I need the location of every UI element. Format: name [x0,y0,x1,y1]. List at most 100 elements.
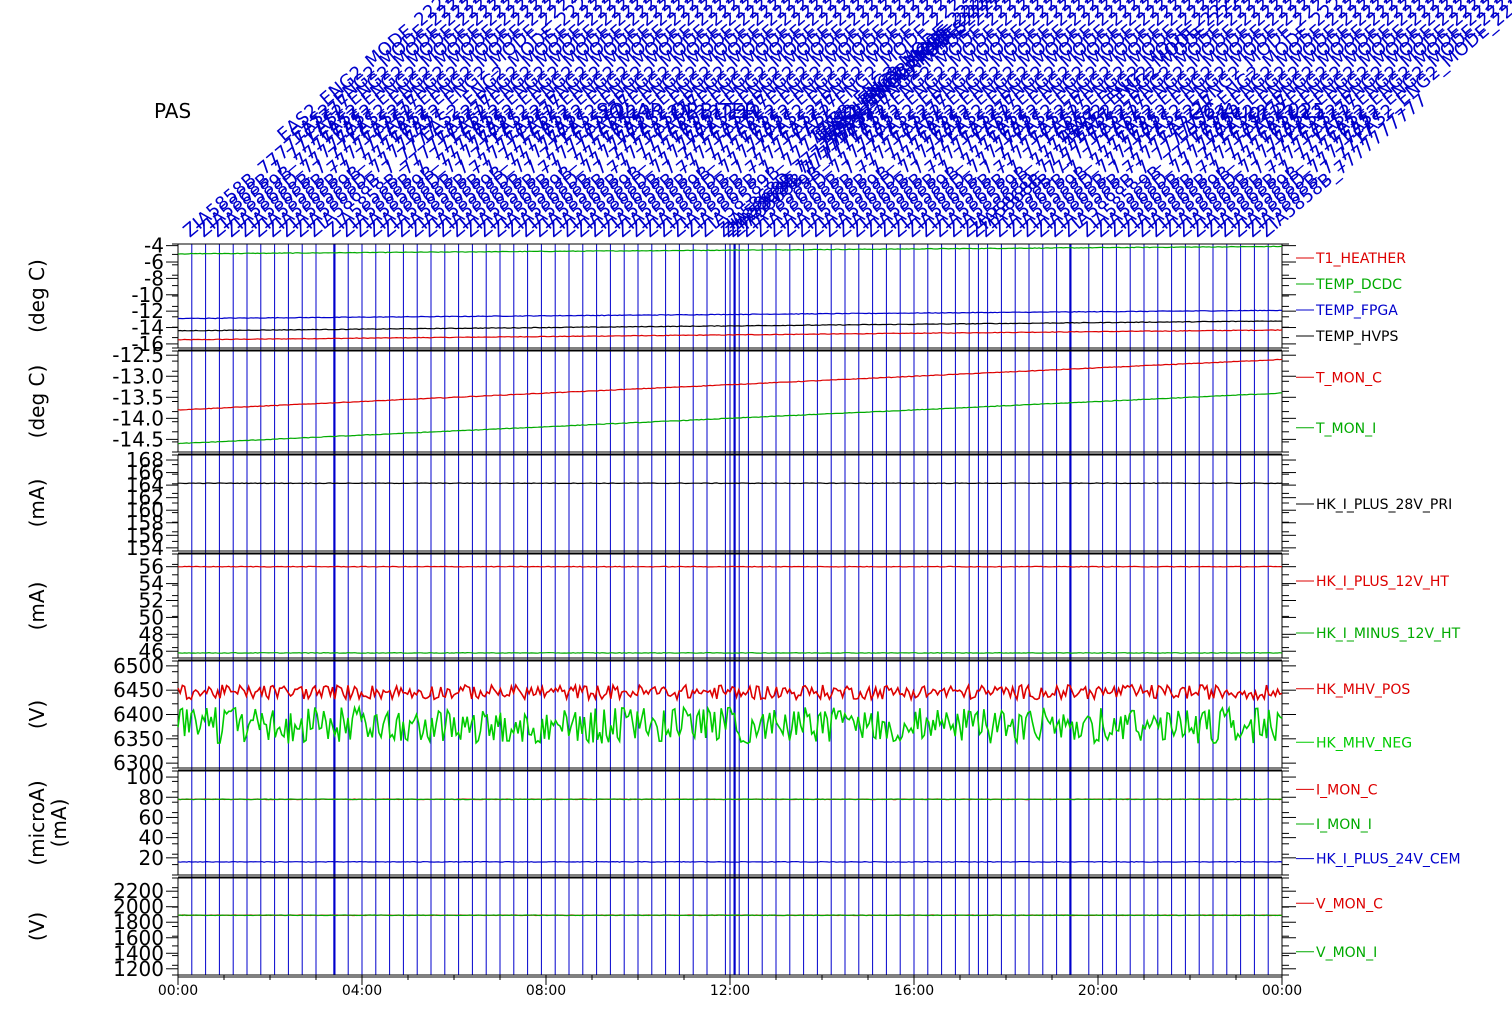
series-line-t_mon_c [177,358,1283,411]
series-line-hk_i_plus_28v_pri [178,482,1283,485]
y-tick-label: 2000 [113,895,164,919]
y-tick-label: -14.0 [112,406,164,430]
y-tick-label: -10 [131,283,164,307]
legend-label: HK_I_PLUS_24V_CEM [1316,852,1461,868]
y-tick-label: -14 [131,316,164,340]
y-tick-label: -4 [144,234,164,258]
legend-label: HK_MHV_POS [1316,682,1410,698]
legend-label: HK_I_PLUS_12V_HT [1316,574,1449,590]
y-tick-label: -16 [131,332,164,356]
y-tick-label: 46 [139,639,164,663]
y-tick-label: -8 [144,266,164,290]
y-tick-label: -14.5 [112,427,164,451]
y-tick-label: 54 [139,572,164,596]
y-tick-label: 2200 [113,879,164,903]
y-axis-label: (deg C) [25,365,49,439]
header-annotations: PAS SOLAR ORBITER 26/Aug/ 2025 [154,99,1325,123]
y-tick-label: 50 [139,605,164,629]
y-tick-label: 1200 [113,957,164,981]
y-tick-label: 6500 [113,654,164,678]
series-line-temp_dcdc [177,245,1283,255]
y-tick-label: 162 [126,486,164,510]
y-tick-label: 166 [126,461,164,485]
y-tick-label: 158 [126,511,164,535]
y-tick-label: -12.5 [112,343,164,367]
y-axis-label: (V) [25,912,49,941]
y-tick-label: 1800 [113,910,164,934]
y-tick-label: 60 [139,805,164,829]
legend-label: V_MON_I [1316,945,1377,961]
y-tick-label: 6350 [113,727,164,751]
panel-2: -12.5-13.0-13.5-14.0-14.5 (deg C) T_MON_C T… [25,343,1382,455]
y-tick-label: 20 [139,846,164,870]
x-tick-label: 04:00 [342,983,382,999]
series-line-t1_heather [177,329,1283,341]
y-axis-label: (deg C) [25,259,49,333]
series-line-v_mon_i [177,914,1283,917]
series-line-temp_hvps [177,320,1283,332]
y-axis-label: (mA) [25,582,49,631]
y-tick-label: 168 [126,448,164,472]
y-tick-label: -6 [144,250,164,274]
series-line-hk_mhv_pos [177,682,1283,703]
y-tick-label: 40 [139,826,164,850]
y-tick-label: -12 [131,299,164,323]
x-tick-label: 12:00 [710,983,750,999]
panels-layer: -4-6-8-10-12-14-16 (deg C) T1_HEATHER TEMP_… [25,234,1461,981]
panel-1: -4-6-8-10-12-14-16 (deg C) T1_HEATHER TEMP_… [25,234,1406,356]
y-tick-label: 1400 [113,941,164,965]
legend-label: I_MON_C [1316,782,1378,798]
legend-label: V_MON_C [1316,896,1383,912]
y-tick-label: -13.5 [112,385,164,409]
y-tick-label: 48 [139,622,164,646]
series-line-t_mon_i [177,392,1283,445]
legend-label: HK_I_MINUS_12V_HT [1316,626,1461,642]
y-tick-label: 160 [126,498,164,522]
legend-label: HK_I_PLUS_28V_PRI [1316,497,1452,513]
y-tick-label: 52 [139,589,164,613]
time-axis: 00:00 04:00 08:00 12:00 16:00 20:00 00:00 [158,974,1302,999]
y-tick-label: 6400 [113,703,164,727]
legend-label: I_MON_I [1316,817,1372,833]
series-line-temp_fpga [178,309,1283,320]
series-line-hk_i_minus_12v_ht [177,651,1283,654]
legend-label: TEMP_FPGA [1315,303,1398,319]
date-label: 26/Aug/ 2025 [1190,99,1325,123]
mission-label: SOLAR ORBITER [596,99,758,123]
y-tick-label: 80 [139,785,164,809]
series-line-hk_mhv_neg [177,704,1283,746]
y-tick-label: 156 [126,523,164,547]
legend-label: T_MON_C [1315,370,1382,386]
legend-label: T_MON_I [1315,421,1376,437]
legend-label: HK_MHV_NEG [1316,735,1412,751]
y-tick-label: 154 [126,536,164,560]
series-line-hk_i_plus_12v_ht [178,565,1283,568]
y-tick-label: 100 [126,765,164,789]
y-tick-label: 56 [139,555,164,579]
x-tick-label: 20:00 [1078,983,1118,999]
y-axis-label: (mA) [25,479,49,528]
instrument-label: PAS [154,99,191,123]
y-axis-label: (V) [25,700,49,729]
x-tick-label: 16:00 [894,983,934,999]
series-line-i_mon_i [177,798,1283,801]
y-tick-label: 164 [126,473,164,497]
y-axis-label-secondary: (mA) [47,799,71,848]
legend-label: T1_HEATHER [1315,251,1406,267]
x-tick-label: 00:00 [158,983,198,999]
legend-label: TEMP_HVPS [1315,329,1398,345]
event-markers: ZIA5858B_7777777777EAS2_ENG2_MODE_222222… [180,0,1512,975]
x-tick-label: 00:00 [1262,983,1302,999]
x-tick-label: 08:00 [526,983,566,999]
y-tick-label: 6300 [113,751,164,775]
series-line-hk_i_plus_24v_cem [177,860,1283,863]
legend-label: TEMP_DCDC [1315,277,1402,293]
y-axis-label: (microA) [25,780,49,865]
y-tick-label: 1600 [113,926,164,950]
